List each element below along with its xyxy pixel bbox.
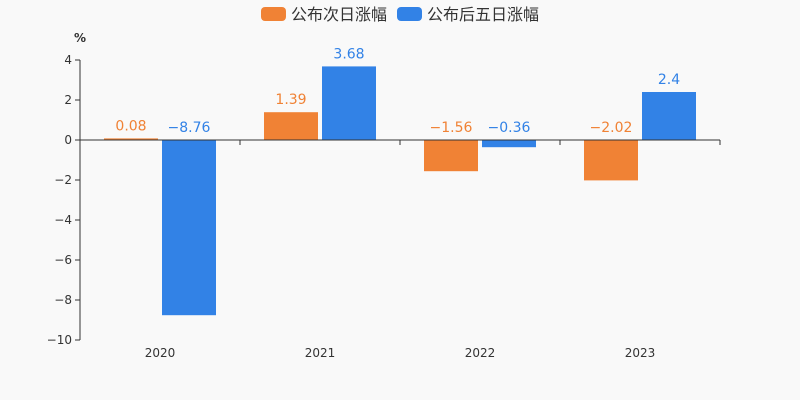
data-labels: 0.08 1.39 −1.56 −2.02 −8.76 3.68 −0.36 2.4 [115,46,680,136]
x-tick-label: 2022 [465,346,496,360]
legend-swatch [397,7,422,21]
y-tick-label: 4 [64,53,72,67]
bars [104,66,696,316]
x-tick-label: 2023 [625,346,656,360]
y-axis: 4 2 0 −2 −4 −6 −8 −10 [47,53,81,347]
bar [584,140,638,181]
bar [482,140,536,148]
y-tick-label: −2 [54,173,72,187]
y-tick-label: −6 [54,253,72,267]
data-label: 3.68 [333,46,364,62]
y-tick-label: −8 [54,293,72,307]
y-tick-label: 0 [64,133,72,147]
x-tick-label: 2020 [145,346,176,360]
bar [104,138,158,140]
legend-label: 公布次日涨幅 [291,5,387,24]
bar [162,140,216,316]
bar [264,112,318,140]
x-axis: 2020 2021 2022 2023 [79,139,721,360]
y-tick-label: −4 [54,213,72,227]
data-label: −1.56 [430,120,473,136]
y-tick-label: −10 [47,333,72,347]
x-tick-label: 2021 [305,346,336,360]
data-label: −0.36 [488,120,531,136]
legend-label: 公布后五日涨幅 [427,5,539,24]
legend: 公布次日涨幅 公布后五日涨幅 [260,5,539,24]
data-label: 0.08 [115,118,146,134]
bar [424,140,478,172]
data-label: 1.39 [275,92,306,108]
bar [642,92,696,140]
bar [322,66,376,140]
y-tick-label: 2 [64,93,72,107]
y-axis-unit-label: % [74,31,86,45]
legend-swatch [260,7,286,21]
data-label: −8.76 [168,120,211,136]
data-label: −2.02 [590,120,633,136]
data-label: 2.4 [658,72,680,88]
